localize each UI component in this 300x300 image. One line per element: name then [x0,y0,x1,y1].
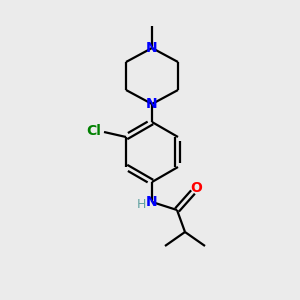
Text: N: N [146,97,158,111]
Text: O: O [190,181,202,195]
Text: N: N [146,41,158,55]
Text: Cl: Cl [86,124,101,138]
Text: H: H [136,197,146,211]
Text: N: N [146,195,158,209]
